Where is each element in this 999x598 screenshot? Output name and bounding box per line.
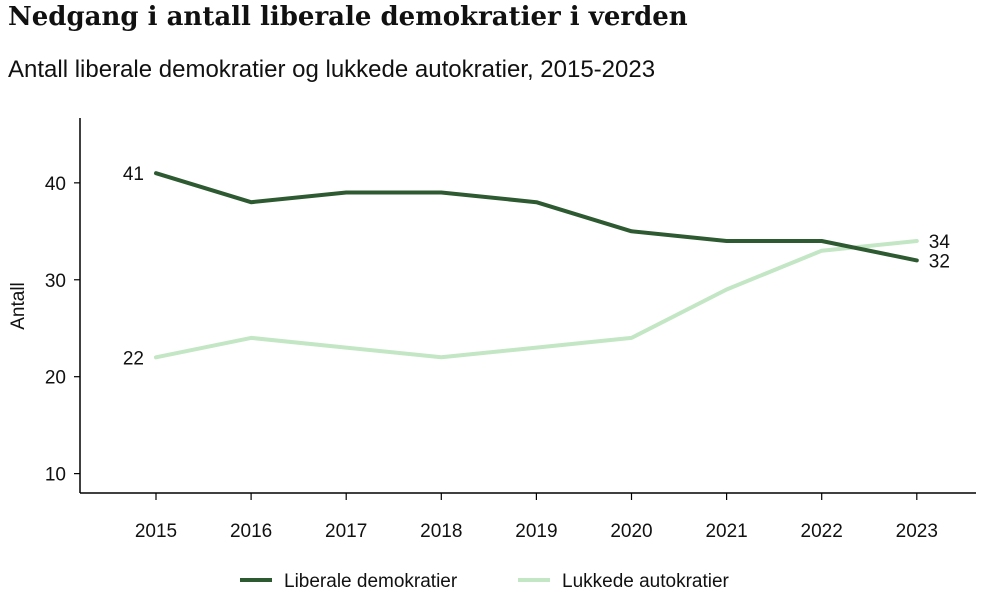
series-layer <box>154 171 919 360</box>
x-tick-label: 2017 <box>325 521 367 542</box>
series-line-1 <box>154 239 919 360</box>
x-tick-label: 2021 <box>705 521 747 542</box>
data-label-first: 22 <box>123 348 144 369</box>
y-tick-label: 20 <box>45 368 66 389</box>
legend-label-1: Lukkede autokratier <box>562 571 730 592</box>
x-tick-label: 2016 <box>230 521 272 542</box>
data-label-last: 34 <box>929 232 951 253</box>
x-tick-label: 2023 <box>896 521 938 542</box>
y-axis-label: Antall <box>8 282 29 330</box>
x-tick-label: 2022 <box>801 521 843 542</box>
data-labels: 41 32 22 34 <box>123 164 951 369</box>
x-tick-label: 2019 <box>515 521 557 542</box>
y-tick-label: 10 <box>45 465 66 486</box>
data-label-first: 41 <box>123 164 144 185</box>
x-tick-label: 2018 <box>420 521 462 542</box>
axes: 10 20 30 40 2015 2016 2017 2018 2019 2020 2021 2022… <box>8 118 976 542</box>
series-line-0 <box>154 171 919 263</box>
x-tick-label: 2015 <box>135 521 177 542</box>
data-label-last: 32 <box>929 251 950 272</box>
chart-subtitle: Antall liberale demokratier og lukkede a… <box>8 56 656 83</box>
legend: Liberale demokratier Lukkede autokratier <box>240 571 730 592</box>
legend-label-0: Liberale demokratier <box>284 571 458 592</box>
y-tick-label: 40 <box>45 174 66 195</box>
x-tick-label: 2020 <box>610 521 652 542</box>
y-tick-label: 30 <box>45 271 66 292</box>
chart-title: Nedgang i antall liberale demokratier i … <box>8 2 688 32</box>
